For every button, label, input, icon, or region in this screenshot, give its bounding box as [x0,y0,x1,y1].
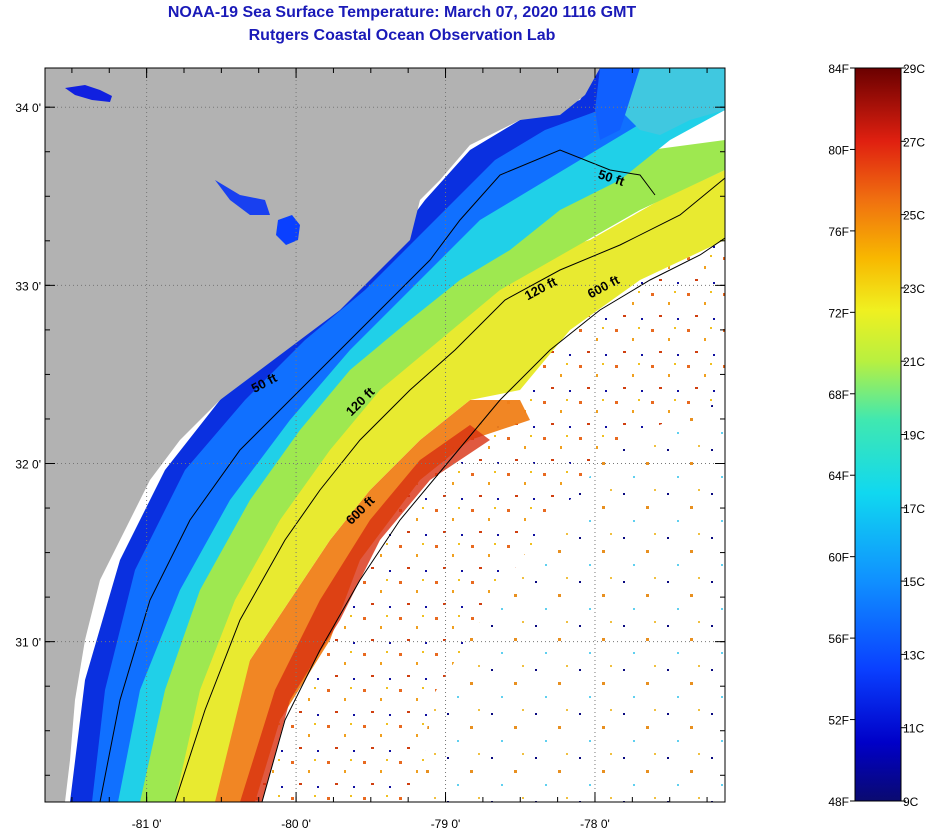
colorbar-f-label: 80F [828,143,849,157]
sst-field [45,68,725,802]
lon-tick-label: -81 0' [132,817,162,831]
colorbar-labels: 84F 80F 76F 72F 68F 64F 60F 56F 52F 48F 29C 27C 25C 2… [828,62,925,809]
colorbar-c-label: 23C [903,282,925,296]
colorbar-c-label: 15C [903,575,925,589]
mid-shelf-band [160,170,725,802]
colorbar-f-label: 68F [828,388,849,402]
inland-lake [65,85,112,102]
isobath-50ft [99,149,656,802]
map-title: NOAA-19 Sea Surface Temperature: March 0… [167,4,637,21]
colorbar-f-label: 72F [828,306,849,320]
colorbar-f-label: 84F [828,62,849,76]
land-area [45,68,600,802]
colorbar-f-label: 64F [828,469,849,483]
lat-tick-label: 34 0' [15,101,41,115]
isobath-lines [99,149,725,802]
colorbar-f-label: 56F [828,632,849,646]
axis-ticks [45,68,725,802]
lon-tick-label: -80 0' [281,817,311,831]
axis-labels: -81 0' -80 0' -79 0' -78 0' 34 0' 33 0' 32 0' 3… [15,101,609,831]
colorbar-c-label: 21C [903,355,925,369]
lat-tick-label: 32 0' [15,458,41,472]
map-frame [44,67,726,803]
lat-tick-label: 31 0' [15,636,41,650]
map-subtitle: Rutgers Coastal Ocean Observation Lab [248,27,556,44]
colorbar-c-label: 25C [903,209,925,223]
isobath-120ft [174,177,725,802]
lat-tick-label: 33 0' [15,279,41,293]
map-gridlines [45,68,725,802]
colorbar-c-label: 29C [903,62,925,76]
colorbar-c-label: 13C [903,648,925,662]
colorbar-f-label: 76F [828,225,849,239]
colorbar-c-label: 9C [903,795,919,809]
colorbar-c-label: 17C [903,502,925,516]
colorbar-f-label: 52F [828,714,849,728]
colorbar-c-label: 19C [903,429,925,443]
colorbar [854,67,902,802]
colorbar-c-label: 27C [903,135,925,149]
lon-tick-label: -79 0' [431,817,461,831]
colorbar-c-label: 11C [903,722,924,736]
isobath-600ft [261,237,725,802]
lon-tick-label: -78 0' [580,817,610,831]
colorbar-ticks [850,67,906,802]
colorbar-f-label: 48F [828,795,849,809]
colorbar-f-label: 60F [828,551,849,565]
